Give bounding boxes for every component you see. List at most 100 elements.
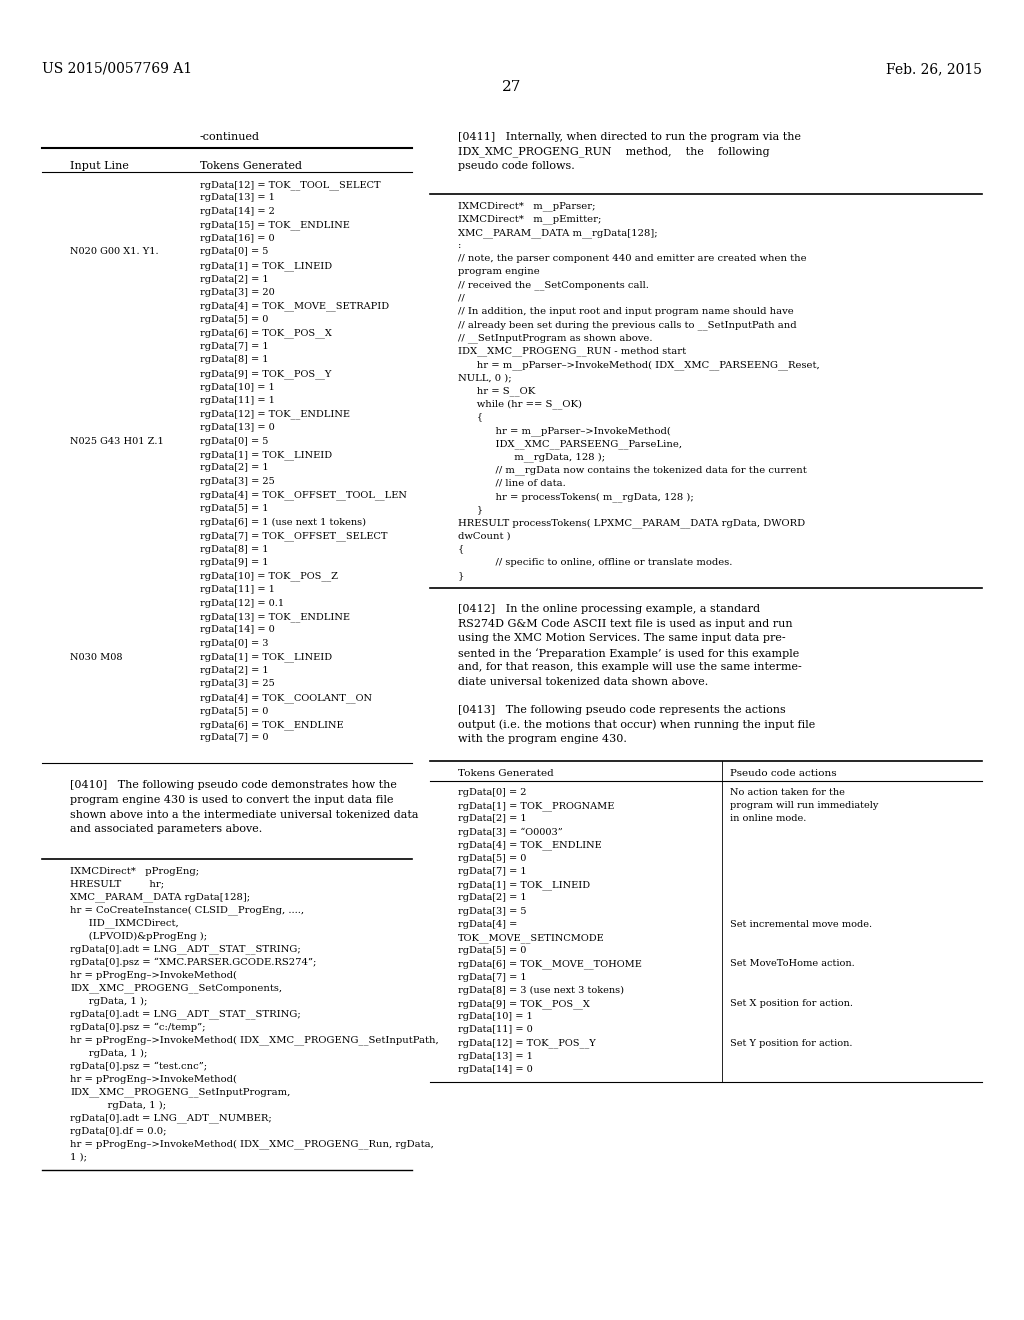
Text: hr = pProgEng–>InvokeMethod( IDX__XMC__PROGENG__Run, rgData,: hr = pProgEng–>InvokeMethod( IDX__XMC__P… — [70, 1139, 434, 1150]
Text: No action taken for the: No action taken for the — [730, 788, 845, 797]
Text: rgData[4] =: rgData[4] = — [458, 920, 517, 929]
Text: rgData[9] = 1: rgData[9] = 1 — [200, 558, 268, 568]
Text: Pseudo code actions: Pseudo code actions — [730, 768, 837, 777]
Text: rgData[14] = 2: rgData[14] = 2 — [200, 207, 274, 216]
Text: output (i.e. the motions that occur) when running the input file: output (i.e. the motions that occur) whe… — [458, 719, 815, 730]
Text: Set MoveToHome action.: Set MoveToHome action. — [730, 960, 855, 969]
Text: rgData[10] = TOK__POS__Z: rgData[10] = TOK__POS__Z — [200, 572, 338, 581]
Text: Set Y position for action.: Set Y position for action. — [730, 1039, 853, 1048]
Text: rgData[1] = TOK__LINEID: rgData[1] = TOK__LINEID — [458, 880, 590, 890]
Text: }: } — [458, 572, 464, 579]
Text: // In addition, the input root and input program name should have: // In addition, the input root and input… — [458, 308, 794, 315]
Text: Tokens Generated: Tokens Generated — [458, 768, 554, 777]
Text: rgData[4] = TOK__OFFSET__TOOL__LEN: rgData[4] = TOK__OFFSET__TOOL__LEN — [200, 491, 407, 500]
Text: rgData[14] = 0: rgData[14] = 0 — [200, 626, 274, 635]
Text: rgData[11] = 1: rgData[11] = 1 — [200, 585, 274, 594]
Text: rgData[0].psz = “c:/temp”;: rgData[0].psz = “c:/temp”; — [70, 1023, 206, 1032]
Text: rgData[5] = 0: rgData[5] = 0 — [200, 706, 268, 715]
Text: rgData[0].adt = LNG__ADT__STAT__STRING;: rgData[0].adt = LNG__ADT__STAT__STRING; — [70, 1010, 301, 1019]
Text: while (hr == S__OK): while (hr == S__OK) — [458, 400, 582, 409]
Text: rgData[7] = 0: rgData[7] = 0 — [200, 734, 268, 742]
Text: hr = m__pParser–>InvokeMethod(: hr = m__pParser–>InvokeMethod( — [458, 426, 671, 436]
Text: rgData[1] = TOK__PROGNAME: rgData[1] = TOK__PROGNAME — [458, 801, 614, 810]
Text: rgData[10] = 1: rgData[10] = 1 — [200, 383, 274, 392]
Text: IDX__XMC__PARSEENG__ParseLine,: IDX__XMC__PARSEENG__ParseLine, — [458, 440, 682, 449]
Text: rgData[5] = 0: rgData[5] = 0 — [200, 315, 268, 323]
Text: diate universal tokenized data shown above.: diate universal tokenized data shown abo… — [458, 677, 709, 686]
Text: // line of data.: // line of data. — [458, 479, 565, 487]
Text: XMC__PARAM__DATA m__rgData[128];: XMC__PARAM__DATA m__rgData[128]; — [458, 228, 657, 238]
Text: IID__IXMCDirect,: IID__IXMCDirect, — [70, 919, 179, 928]
Text: rgData[8] = 3 (use next 3 tokens): rgData[8] = 3 (use next 3 tokens) — [458, 986, 624, 995]
Text: rgData[1] = TOK__LINEID: rgData[1] = TOK__LINEID — [200, 652, 332, 663]
Text: rgData[14] = 0: rgData[14] = 0 — [458, 1065, 532, 1074]
Text: rgData[2] = 1: rgData[2] = 1 — [458, 814, 526, 824]
Text: rgData[13] = 1: rgData[13] = 1 — [200, 194, 274, 202]
Text: rgData[11] = 1: rgData[11] = 1 — [200, 396, 274, 405]
Text: rgData, 1 );: rgData, 1 ); — [70, 997, 147, 1006]
Text: :: : — [458, 242, 462, 249]
Text: hr = processTokens( m__rgData, 128 );: hr = processTokens( m__rgData, 128 ); — [458, 492, 693, 502]
Text: [0412]   In the online processing example, a standard: [0412] In the online processing example,… — [458, 605, 760, 614]
Text: (LPVOID)&pProgEng );: (LPVOID)&pProgEng ); — [70, 932, 207, 941]
Text: // m__rgData now contains the tokenized data for the current: // m__rgData now contains the tokenized … — [458, 466, 807, 475]
Text: program will run immediately: program will run immediately — [730, 801, 879, 810]
Text: rgData[0] = 5: rgData[0] = 5 — [200, 248, 268, 256]
Text: hr = pProgEng–>InvokeMethod( IDX__XMC__PROGENG__SetInputPath,: hr = pProgEng–>InvokeMethod( IDX__XMC__P… — [70, 1035, 438, 1045]
Text: rgData[15] = TOK__ENDLINE: rgData[15] = TOK__ENDLINE — [200, 220, 350, 230]
Text: pseudo code follows.: pseudo code follows. — [458, 161, 574, 172]
Text: rgData[0] = 3: rgData[0] = 3 — [200, 639, 268, 648]
Text: N030 M08: N030 M08 — [70, 652, 123, 661]
Text: dwCount ): dwCount ) — [458, 532, 511, 540]
Text: rgData[6] = TOK__ENDLINE: rgData[6] = TOK__ENDLINE — [200, 719, 344, 730]
Text: in online mode.: in online mode. — [730, 814, 806, 824]
Text: IDX__XMC__PROGENG__SetComponents,: IDX__XMC__PROGENG__SetComponents, — [70, 983, 283, 993]
Text: rgData[1] = TOK__LINEID: rgData[1] = TOK__LINEID — [200, 450, 332, 459]
Text: rgData[3] = 5: rgData[3] = 5 — [458, 907, 526, 916]
Text: HRESULT processTokens( LPXMC__PARAM__DATA rgData, DWORD: HRESULT processTokens( LPXMC__PARAM__DAT… — [458, 519, 805, 528]
Text: }: } — [458, 506, 483, 513]
Text: hr = m__pParser–>InvokeMethod( IDX__XMC__PARSEENG__Reset,: hr = m__pParser–>InvokeMethod( IDX__XMC_… — [458, 360, 820, 370]
Text: rgData[3] = 20: rgData[3] = 20 — [200, 288, 274, 297]
Text: rgData[7] = 1: rgData[7] = 1 — [200, 342, 268, 351]
Text: rgData[5] = 0: rgData[5] = 0 — [458, 946, 526, 956]
Text: [0410]   The following pseudo code demonstrates how the: [0410] The following pseudo code demonst… — [70, 780, 397, 791]
Text: rgData[5] = 0: rgData[5] = 0 — [458, 854, 526, 863]
Text: rgData[3] = “O0003”: rgData[3] = “O0003” — [458, 828, 562, 837]
Text: rgData[2] = 1: rgData[2] = 1 — [458, 894, 526, 903]
Text: and, for that reason, this example will use the same interme-: and, for that reason, this example will … — [458, 663, 802, 672]
Text: Input Line: Input Line — [70, 161, 129, 172]
Text: [0413]   The following pseudo code represents the actions: [0413] The following pseudo code represe… — [458, 705, 785, 715]
Text: // already been set during the previous calls to __SetInputPath and: // already been set during the previous … — [458, 321, 797, 330]
Text: rgData[3] = 25: rgData[3] = 25 — [200, 680, 274, 689]
Text: IDX_XMC_PROGENG_RUN    method,    the    following: IDX_XMC_PROGENG_RUN method, the followin… — [458, 147, 770, 157]
Text: rgData[6] = 1 (use next 1 tokens): rgData[6] = 1 (use next 1 tokens) — [200, 517, 366, 527]
Text: rgData[12] = TOK__POS__Y: rgData[12] = TOK__POS__Y — [458, 1039, 596, 1048]
Text: hr = CoCreateInstance( CLSID__ProgEng, ....,: hr = CoCreateInstance( CLSID__ProgEng, .… — [70, 906, 304, 915]
Text: IXMCDirect*   m__pEmitter;: IXMCDirect* m__pEmitter; — [458, 215, 601, 224]
Text: rgData[5] = 1: rgData[5] = 1 — [200, 504, 268, 513]
Text: hr = pProgEng–>InvokeMethod(: hr = pProgEng–>InvokeMethod( — [70, 970, 237, 979]
Text: rgData, 1 );: rgData, 1 ); — [70, 1101, 166, 1110]
Text: using the XMC Motion Services. The same input data pre-: using the XMC Motion Services. The same … — [458, 634, 785, 643]
Text: rgData[7] = 1: rgData[7] = 1 — [458, 867, 526, 876]
Text: rgData[1] = TOK__LINEID: rgData[1] = TOK__LINEID — [200, 261, 332, 271]
Text: IXMCDirect*   pProgEng;: IXMCDirect* pProgEng; — [70, 866, 199, 875]
Text: rgData[13] = 1: rgData[13] = 1 — [458, 1052, 532, 1061]
Text: rgData[4] = TOK__COOLANT__ON: rgData[4] = TOK__COOLANT__ON — [200, 693, 372, 702]
Text: IDX__XMC__PROGENG__SetInputProgram,: IDX__XMC__PROGENG__SetInputProgram, — [70, 1088, 291, 1097]
Text: rgData[0].adt = LNG__ADT__STAT__STRING;: rgData[0].adt = LNG__ADT__STAT__STRING; — [70, 945, 301, 954]
Text: rgData[3] = 25: rgData[3] = 25 — [200, 477, 274, 486]
Text: US 2015/0057769 A1: US 2015/0057769 A1 — [42, 62, 193, 77]
Text: // specific to online, offline or translate modes.: // specific to online, offline or transl… — [458, 558, 732, 566]
Text: N025 G43 H01 Z.1: N025 G43 H01 Z.1 — [70, 437, 164, 446]
Text: rgData[2] = 1: rgData[2] = 1 — [200, 463, 268, 473]
Text: 27: 27 — [503, 81, 521, 94]
Text: with the program engine 430.: with the program engine 430. — [458, 734, 627, 744]
Text: hr = S__OK: hr = S__OK — [458, 387, 536, 396]
Text: {: { — [458, 545, 464, 553]
Text: rgData[8] = 1: rgData[8] = 1 — [200, 355, 268, 364]
Text: // __SetInputProgram as shown above.: // __SetInputProgram as shown above. — [458, 334, 652, 343]
Text: IDX__XMC__PROGENG__RUN - method start: IDX__XMC__PROGENG__RUN - method start — [458, 347, 686, 356]
Text: and associated parameters above.: and associated parameters above. — [70, 824, 262, 834]
